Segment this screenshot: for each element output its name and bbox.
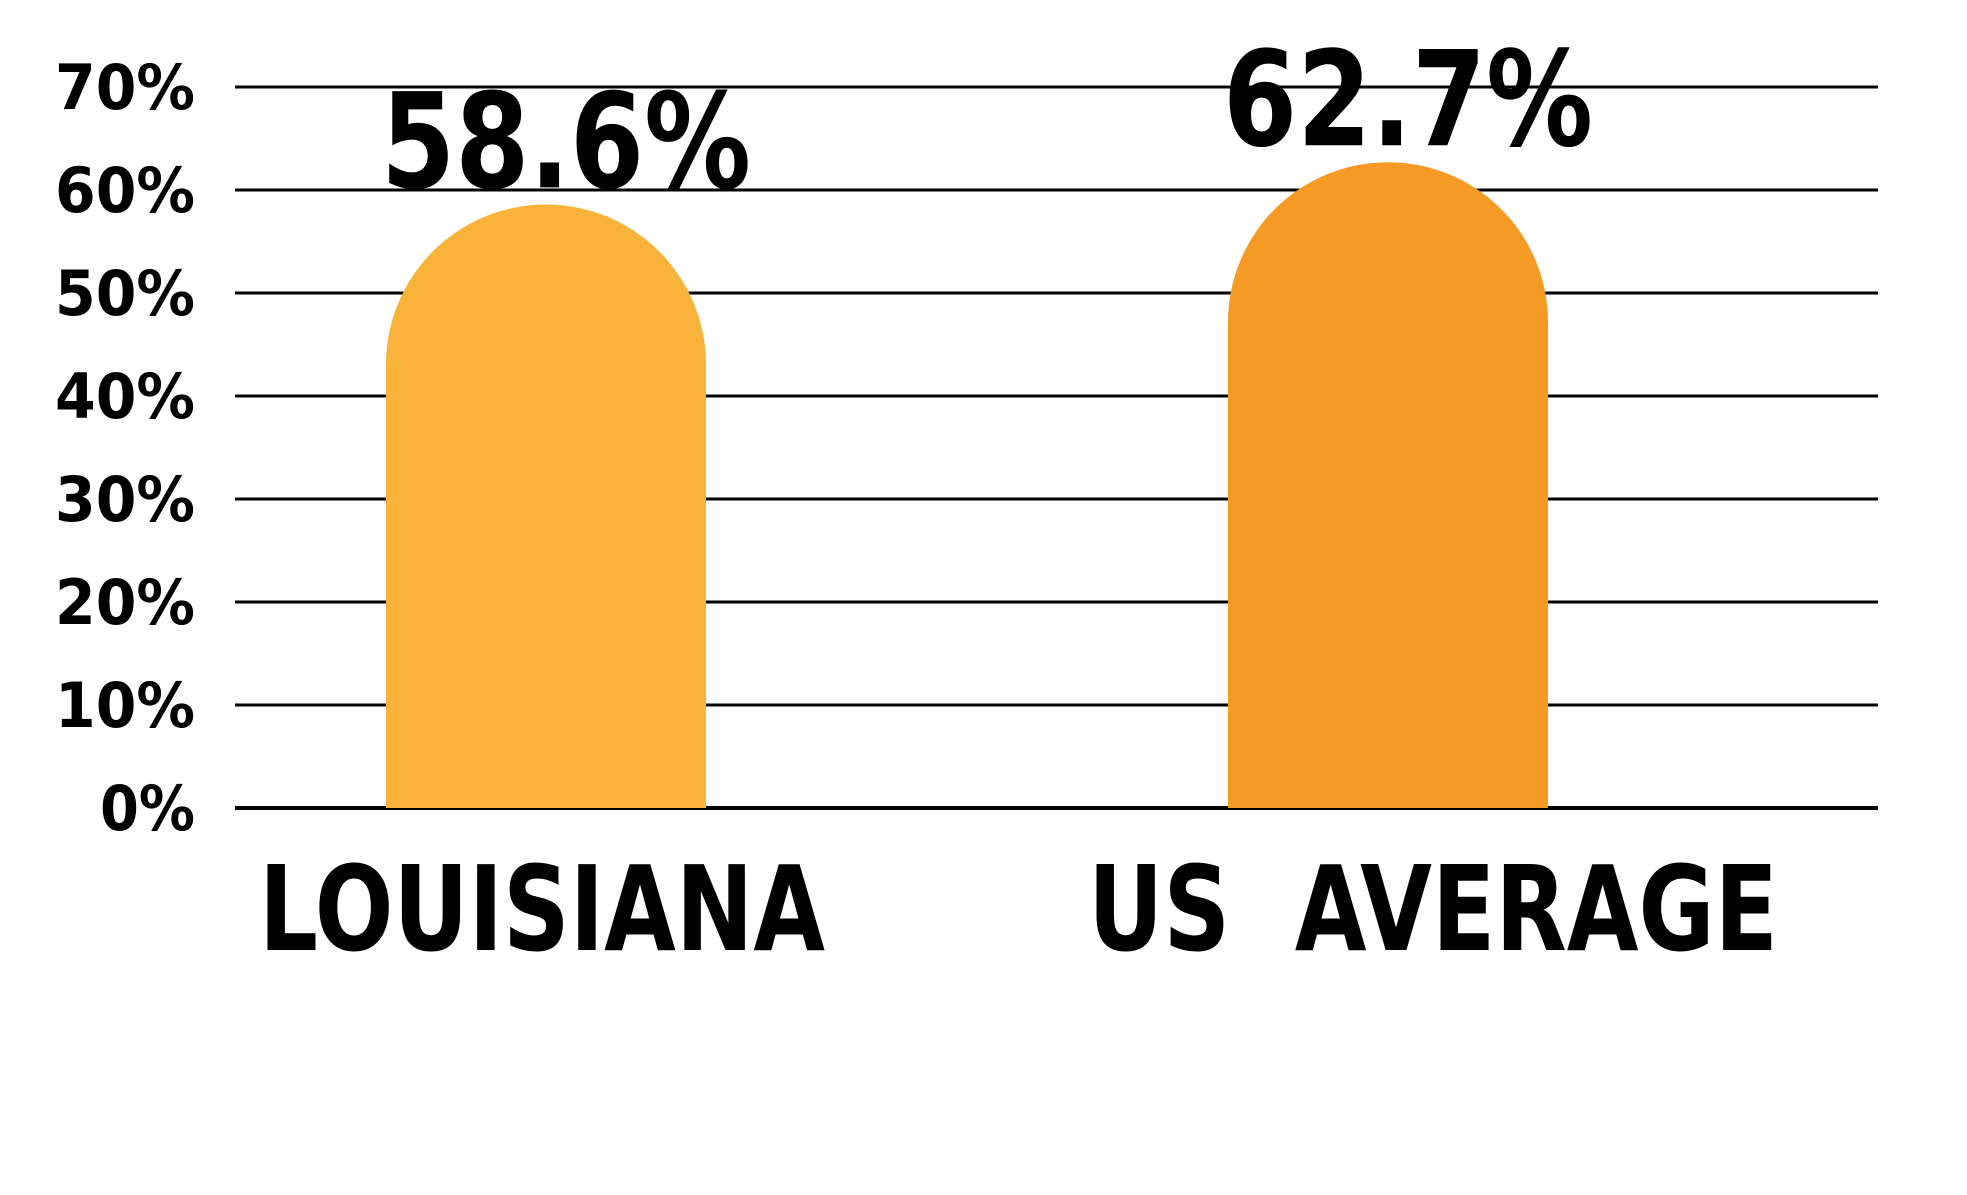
- bar-value-label: 62.7%: [1223, 23, 1593, 177]
- y-tick-label: 20%: [55, 566, 195, 639]
- y-tick-label: 10%: [55, 669, 195, 742]
- bar-louisiana: [386, 204, 706, 808]
- y-axis-tick-labels: 0% 10% 20% 30% 40% 50% 60% 70%: [55, 51, 195, 845]
- bar-us-average: [1228, 162, 1548, 809]
- y-tick-label: 0%: [100, 772, 195, 845]
- y-tick-label: 60%: [55, 154, 195, 227]
- category-label: LOUISIANA: [259, 840, 825, 978]
- y-tick-label: 30%: [55, 463, 195, 536]
- y-tick-label: 70%: [55, 51, 195, 124]
- bars: [386, 162, 1548, 809]
- x-axis-category-labels: LOUISIANA US AVERAGE: [259, 840, 1778, 978]
- bar-value-labels: 58.6% 62.7%: [381, 23, 1593, 219]
- bar-value-label: 58.6%: [381, 65, 751, 219]
- category-label: US AVERAGE: [1088, 840, 1778, 978]
- y-tick-label: 50%: [55, 257, 195, 330]
- y-tick-label: 40%: [55, 360, 195, 433]
